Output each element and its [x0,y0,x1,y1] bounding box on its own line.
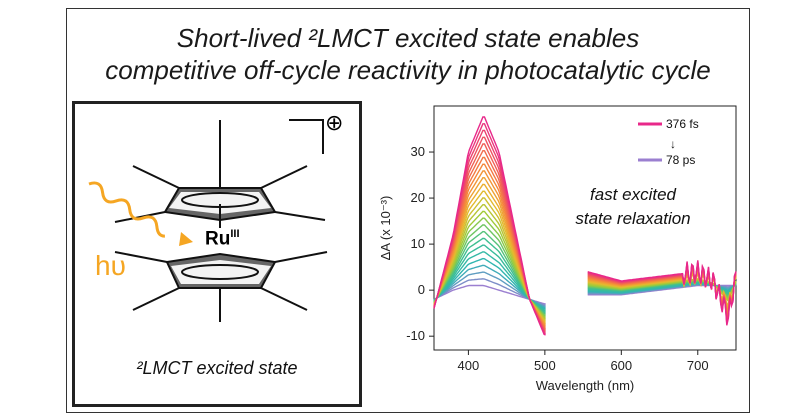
legend-last-label: 78 ps [666,153,695,167]
light-label: hυ [95,250,126,281]
chart-annotation: fast excited state relaxation [548,183,718,231]
y-tick-label-0: -10 [406,328,425,343]
title-line-2: competitive off-cycle reactivity in phot… [105,55,711,85]
y-tick-label-4: 30 [411,144,425,159]
ruthenocene-structure [88,119,328,322]
charge-symbol: ⊕ [325,110,344,135]
molecule-caption: ²LMCT excited state [136,358,298,378]
figure-title: Short-lived ²LMCT excited state enables … [66,22,750,86]
spectrum-trace-5-0 [433,149,546,330]
plot-frame [433,105,737,351]
arrow-head [179,232,193,246]
metal-label: RuIII [203,228,242,251]
spectrum-trace-0-1 [587,260,737,326]
y-tick-label-3: 20 [411,190,425,205]
y-tick-label-2: 10 [411,236,425,251]
title-line-1: Short-lived ²LMCT excited state enables [176,23,640,53]
x-tick-label-3: 700 [687,358,709,373]
legend-first-label: 376 fs [666,117,699,131]
figure-frame [66,8,750,413]
spectrum-trace-0-0 [433,116,546,336]
oxidation-state: III [230,228,240,240]
bottom-cp-ring [114,251,328,322]
x-tick-label-2: 600 [610,358,632,373]
y-tick-label-1: 0 [418,282,425,297]
annotation-line-1: fast excited [590,185,676,204]
molecule-panel: ⊕ RuIII hυ ²LMCT excited state [72,101,362,407]
metal-symbol: Ru [205,228,231,250]
x-axis-label: Wavelength (nm) [536,378,635,393]
transient-absorption-chart: 400 500 600 700 -10 0 10 20 30 Wavelength (nm) ΔA … [378,105,737,393]
annotation-line-2: state relaxation [575,209,691,228]
legend-arrow: ↓ [670,137,676,151]
y-axis-label: ΔA (x 10⁻³) [378,196,393,261]
x-tick-label-0: 400 [458,358,480,373]
light-wave-arrow [88,181,165,238]
x-tick-label-1: 500 [534,358,556,373]
